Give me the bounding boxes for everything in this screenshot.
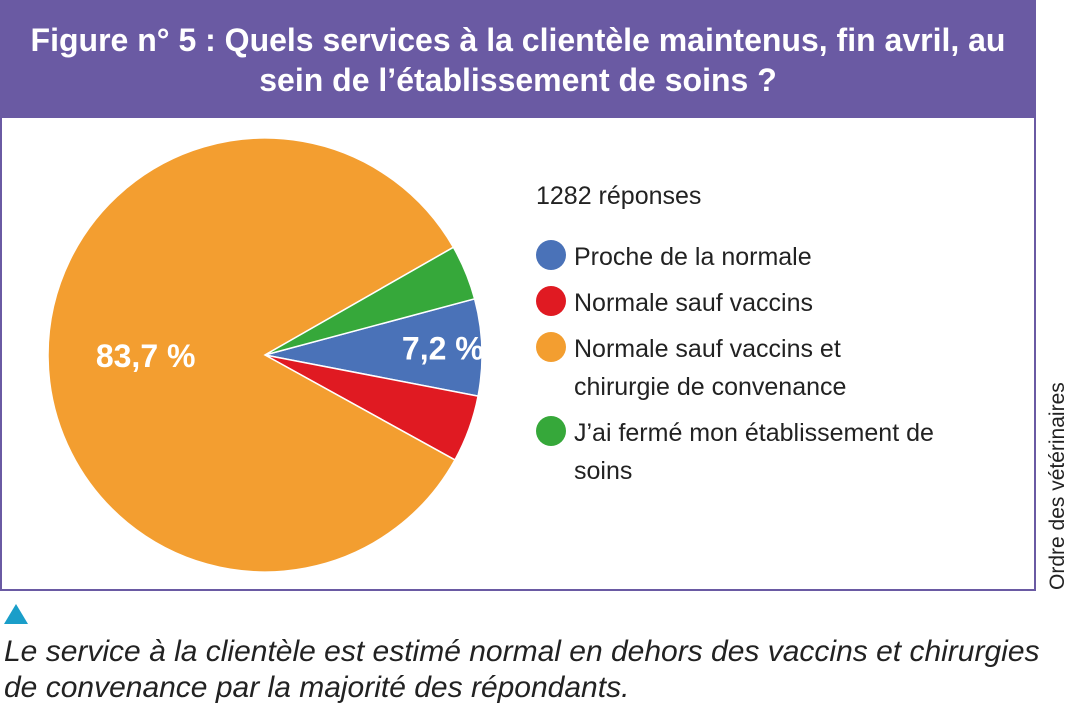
source-credit-text: Ordre des vétérinaires bbox=[1046, 382, 1069, 590]
legend-item: Proche de la normale bbox=[536, 238, 934, 276]
figure-title: Figure n° 5 : Quels services à la client… bbox=[2, 2, 1034, 118]
legend-swatch bbox=[536, 240, 566, 270]
legend-label: Normale sauf vaccins bbox=[574, 289, 813, 317]
pie-slice bbox=[47, 137, 456, 573]
pie-slice bbox=[264, 246, 476, 356]
slice-label: 83,7 % bbox=[96, 338, 196, 374]
caption-marker-icon bbox=[4, 604, 28, 624]
figure-caption: Le service à la clientèle est estimé nor… bbox=[4, 635, 1040, 704]
legend-label: J’ai fermé mon établissement de soins bbox=[574, 419, 934, 485]
figure-frame: Figure n° 5 : Quels services à la client… bbox=[0, 0, 1036, 591]
slice-label: 7,2 % bbox=[402, 331, 484, 367]
legend-item: Normale sauf vaccins et chirurgie de con… bbox=[536, 330, 934, 406]
legend-swatch bbox=[536, 286, 566, 316]
legend-item: J’ai fermé mon établissement de soins bbox=[536, 414, 934, 490]
response-count: 1282 réponses bbox=[536, 182, 702, 210]
legend-swatch bbox=[536, 416, 566, 446]
legend-swatch bbox=[536, 332, 566, 362]
legend-label: Normale sauf vaccins et chirurgie de con… bbox=[574, 335, 847, 401]
pie-chart: 7,2 % 83,7 % bbox=[47, 137, 484, 573]
legend: 1282 réponses Proche de la normale Normal… bbox=[536, 178, 934, 498]
legend-label: Proche de la normale bbox=[574, 243, 812, 271]
legend-item: Normale sauf vaccins bbox=[536, 284, 934, 322]
legend-items: Proche de la normale Normale sauf vaccins… bbox=[536, 238, 934, 490]
